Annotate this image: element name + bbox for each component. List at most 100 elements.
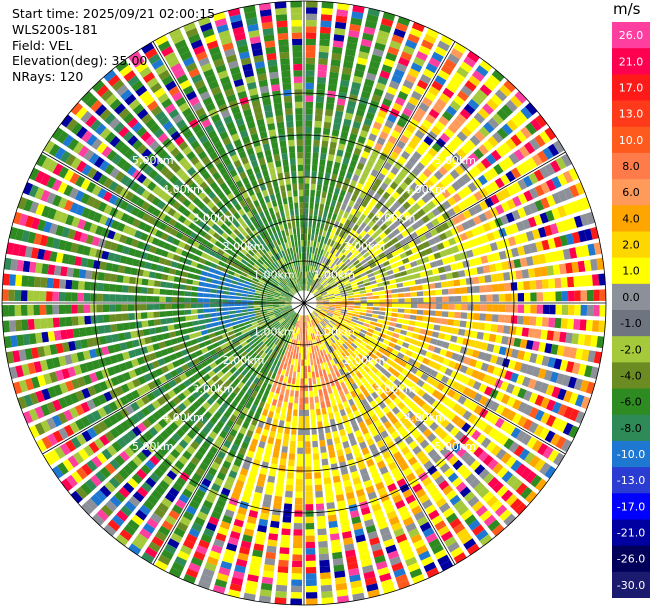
ray-gate	[225, 259, 233, 266]
ray-gate	[389, 181, 399, 190]
ray-gate	[115, 284, 123, 293]
ray-gate	[157, 554, 171, 566]
ray-gate	[228, 295, 236, 299]
ray-gate	[118, 126, 130, 138]
ray-gate	[435, 310, 443, 317]
ray-gate	[333, 436, 341, 445]
ray-gate	[312, 312, 318, 317]
ray-gate	[248, 311, 255, 315]
ray-gate	[388, 326, 395, 332]
ray-gate	[107, 366, 116, 377]
ray-gate	[318, 547, 329, 555]
ray-gate	[568, 304, 575, 316]
ray-gate	[27, 290, 34, 302]
ray-gate	[270, 273, 276, 279]
ray-gate	[75, 390, 85, 402]
ray-gate	[157, 358, 166, 366]
ray-gate	[390, 337, 398, 344]
ray-gate	[318, 58, 328, 66]
ray-gate	[313, 281, 318, 288]
ray-gate	[312, 247, 316, 254]
ray-gate	[179, 516, 192, 527]
ray-gate	[441, 257, 450, 265]
ray-gate	[292, 312, 297, 319]
ray-gate	[183, 218, 192, 227]
ray-gate	[264, 338, 271, 345]
ray-gate	[282, 335, 287, 343]
ray-gate	[122, 275, 130, 284]
ray-gate	[159, 304, 166, 310]
ray-gate	[104, 113, 116, 125]
ray-gate	[317, 351, 322, 358]
ray-gate	[456, 177, 467, 188]
ray-gate	[81, 207, 91, 219]
ray-gate	[489, 181, 500, 192]
ray-gate	[278, 326, 284, 333]
ray-gate	[226, 503, 237, 512]
ray-gate	[368, 276, 376, 282]
ray-gate	[317, 268, 321, 275]
ray-gate	[271, 399, 278, 407]
ray-gate	[197, 211, 206, 220]
ray-gate	[247, 303, 254, 306]
ray-gate	[296, 472, 303, 480]
ray-gate	[241, 406, 249, 415]
ray-gate	[513, 234, 523, 245]
ray-gate	[143, 430, 154, 441]
ray-gate	[253, 303, 260, 306]
ray-gate	[253, 275, 261, 280]
ray-gate	[91, 326, 99, 335]
ray-gate	[251, 418, 259, 426]
ray-gate	[397, 287, 404, 293]
ray-gate	[448, 288, 455, 295]
ray-gate	[124, 331, 132, 340]
ray-gate	[286, 415, 292, 422]
ray-gate	[532, 341, 540, 352]
ray-gate	[3, 336, 12, 349]
ray-gate	[422, 284, 429, 290]
ray-gate	[314, 114, 323, 122]
ray-gate	[290, 332, 295, 339]
ray-gate	[496, 272, 505, 282]
ray-gate	[338, 389, 345, 397]
ray-gate	[306, 13, 318, 21]
ray-gate	[508, 152, 520, 165]
ray-gate	[327, 508, 336, 516]
ray-gate	[335, 104, 345, 112]
ray-gate	[147, 415, 157, 425]
ray-gate	[339, 273, 346, 279]
ray-gate	[531, 153, 543, 167]
ray-gate	[80, 110, 93, 124]
ray-gate	[97, 358, 107, 368]
ray-gate	[429, 421, 439, 432]
ray-gate	[552, 264, 561, 275]
ray-gate	[488, 219, 498, 230]
ray-gate	[274, 597, 287, 605]
ray-gate	[236, 403, 244, 412]
ray-gate	[326, 340, 332, 347]
ray-gate	[103, 324, 112, 334]
ray-gate	[335, 340, 342, 347]
ray-gate	[109, 294, 116, 302]
ray-gate	[562, 248, 571, 260]
ray-gate	[128, 313, 135, 321]
ray-gate	[106, 444, 118, 457]
ray-gate	[312, 333, 316, 340]
ray-gate	[404, 161, 414, 171]
ray-gate	[188, 266, 197, 273]
ray-gate	[374, 274, 382, 280]
ray-gate	[344, 151, 352, 160]
ray-gate	[326, 502, 335, 510]
ray-gate	[203, 303, 210, 308]
ray-gate	[336, 215, 342, 223]
ray-gate	[305, 45, 316, 52]
ray-gate	[312, 339, 316, 346]
ray-gate	[314, 282, 319, 288]
ray-gate	[534, 394, 545, 407]
ray-gate	[407, 197, 416, 206]
ray-gate	[219, 520, 231, 530]
ray-gate	[477, 351, 486, 361]
ray-gate	[329, 379, 335, 387]
ray-gate	[141, 320, 149, 328]
ray-gate	[368, 324, 376, 330]
